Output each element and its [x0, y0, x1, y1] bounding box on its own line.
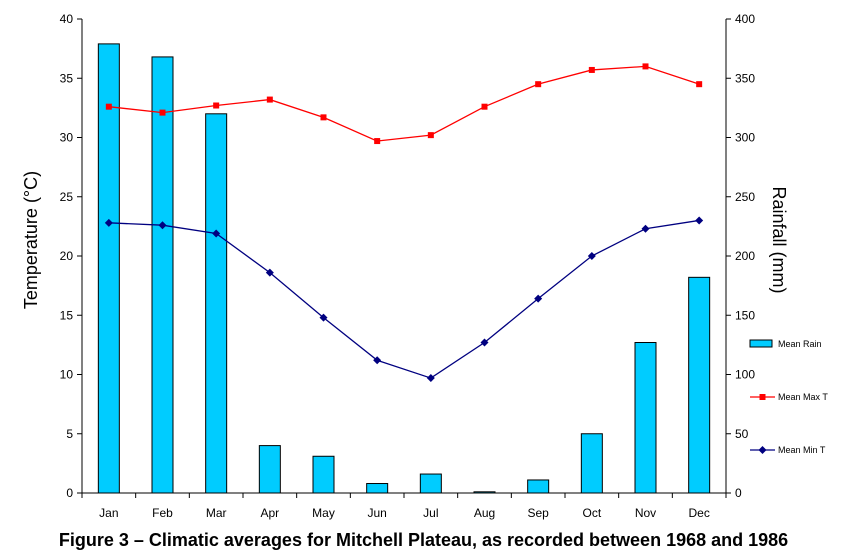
- min-temp-point: [534, 294, 543, 303]
- rain-bar: [580, 433, 603, 494]
- y-right-tick-label: 150: [735, 308, 755, 322]
- climate-chart: 0510152025303540050100150200250300350400…: [21, 12, 828, 520]
- rain-bar: [634, 342, 657, 494]
- max-temp-point: [320, 114, 327, 121]
- min-temp-point: [695, 216, 704, 225]
- rain-bar: [205, 113, 228, 494]
- legend-marker-diamond: [758, 446, 767, 454]
- max-temp-point: [696, 81, 703, 88]
- axis-ticks: 0510152025303540050100150200250300350400…: [60, 12, 756, 520]
- y-right-tick-label: 400: [735, 12, 755, 26]
- x-tick-label: Jun: [367, 506, 386, 520]
- x-tick-label: Feb: [152, 506, 173, 520]
- min-temp-point: [265, 268, 274, 277]
- x-tick-label: Nov: [635, 506, 656, 520]
- max-temp-point: [481, 103, 488, 110]
- y-left-label: Temperature (°C): [21, 171, 41, 309]
- y-right-tick-label: 250: [735, 190, 755, 204]
- rain-bar: [151, 56, 174, 494]
- y-right-tick-label: 50: [735, 427, 749, 441]
- max-temp-point: [535, 81, 542, 88]
- max-temp-point: [374, 138, 381, 145]
- x-tick-label: Dec: [688, 506, 709, 520]
- x-tick-label: Sep: [527, 506, 549, 520]
- max-temp-point: [105, 103, 112, 110]
- min-temp-point: [104, 218, 113, 227]
- y-left-tick-label: 5: [66, 427, 73, 441]
- y-left-tick-label: 40: [60, 12, 74, 26]
- x-tick-label: Aug: [474, 506, 495, 520]
- y-right-label: Rainfall (mm): [769, 186, 789, 293]
- min-temp-point: [212, 229, 221, 238]
- legend: Mean Rain Mean Max T Mean Min T: [749, 339, 828, 455]
- y-right-tick-label: 200: [735, 249, 755, 263]
- rain-bar: [258, 445, 281, 494]
- y-right-tick-label: 100: [735, 368, 755, 382]
- temperature-lines: [104, 63, 704, 383]
- min-temp-point: [587, 252, 596, 260]
- legend-label: Mean Max T: [778, 392, 828, 402]
- min-temp-line: [108, 219, 700, 379]
- min-temp-point: [373, 356, 382, 365]
- x-tick-label: Jan: [99, 506, 118, 520]
- min-temp-point: [319, 313, 328, 322]
- rain-bar: [366, 483, 389, 494]
- max-temp-point: [159, 109, 166, 116]
- x-tick-label: Mar: [206, 506, 227, 520]
- y-left-tick-label: 30: [60, 131, 74, 145]
- y-left-tick-label: 25: [60, 190, 74, 204]
- figure-caption: Figure 3 – Climatic averages for Mitchel…: [58, 530, 789, 550]
- y-left-tick-label: 35: [60, 71, 74, 85]
- max-temp-line: [108, 65, 700, 142]
- y-right-tick-label: 300: [735, 131, 755, 145]
- y-right-tick-label: 0: [735, 486, 742, 500]
- legend-marker-square: [759, 394, 766, 400]
- max-temp-point: [588, 66, 595, 73]
- rain-bar: [312, 455, 335, 494]
- legend-label: Mean Min T: [778, 445, 826, 455]
- x-tick-label: Apr: [260, 506, 279, 520]
- min-temp-point: [641, 224, 650, 233]
- max-temp-point: [266, 96, 273, 103]
- rain-bars: [97, 43, 711, 494]
- max-temp-point: [642, 63, 649, 70]
- y-left-tick-label: 10: [60, 368, 74, 382]
- y-left-tick-label: 0: [66, 486, 73, 500]
- axes: [81, 19, 727, 494]
- rain-bar: [688, 276, 711, 494]
- x-tick-label: May: [312, 506, 335, 520]
- max-temp-point: [427, 132, 434, 139]
- rain-bar: [97, 43, 120, 494]
- y-left-tick-label: 20: [60, 249, 74, 263]
- max-temp-point: [213, 102, 220, 109]
- min-temp-point: [158, 221, 167, 230]
- x-tick-label: Jul: [423, 506, 438, 520]
- x-tick-label: Oct: [582, 506, 601, 520]
- rain-bar: [419, 473, 442, 494]
- y-right-tick-label: 350: [735, 71, 755, 85]
- min-temp-point: [480, 338, 489, 347]
- y-left-tick-label: 15: [60, 308, 74, 322]
- legend-swatch-rain: [749, 339, 773, 348]
- rain-bar: [527, 479, 550, 494]
- min-temp-point: [426, 374, 435, 383]
- legend-label: Mean Rain: [778, 339, 822, 349]
